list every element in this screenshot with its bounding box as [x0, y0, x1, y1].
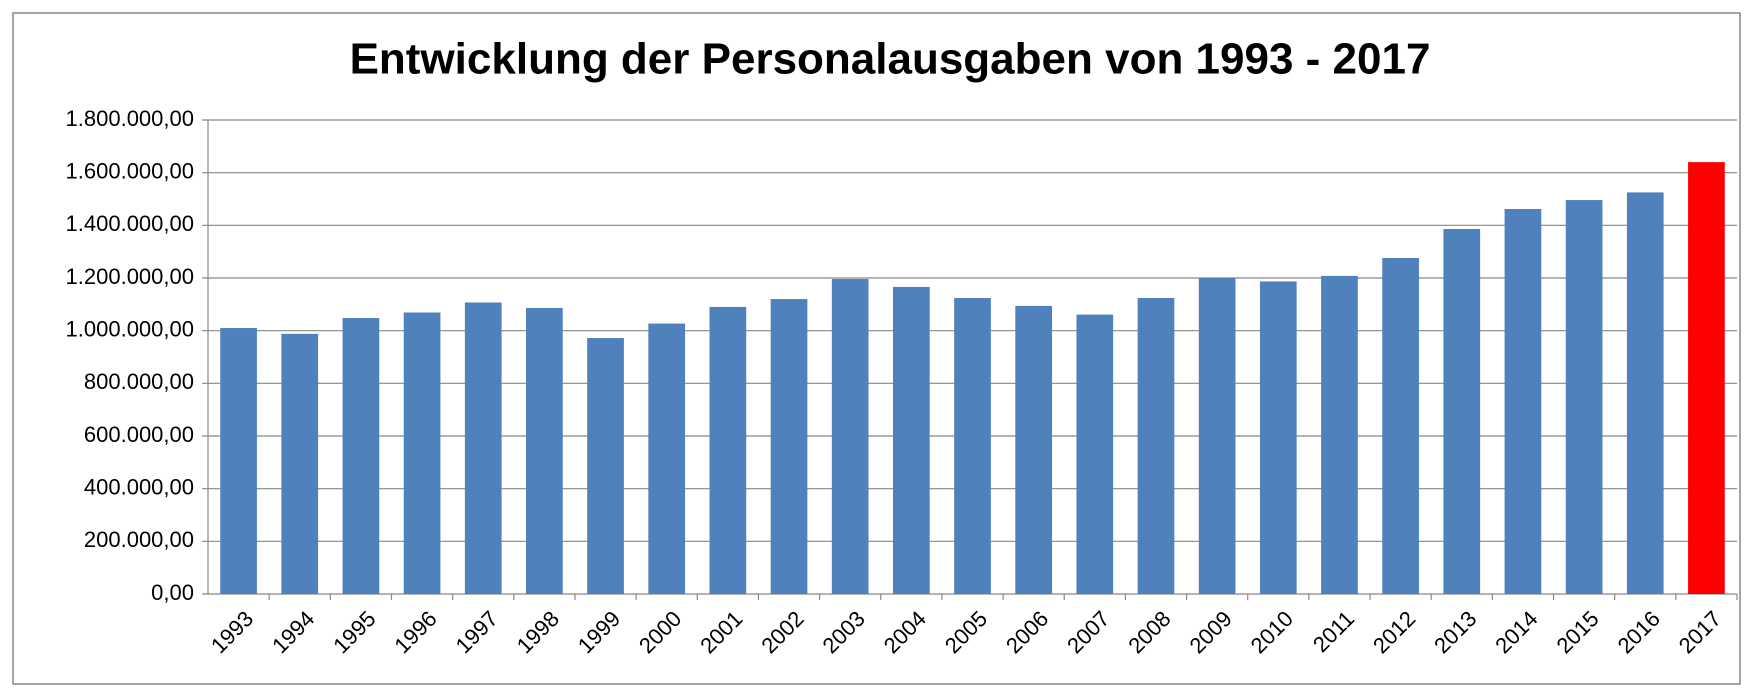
y-tick-label: 600.000,00 [84, 422, 194, 447]
bar [1382, 257, 1419, 594]
bar [342, 318, 380, 594]
bar [648, 323, 686, 594]
bar [403, 312, 441, 594]
y-tick-label: 1.400.000,00 [66, 211, 194, 236]
bar [1443, 229, 1481, 594]
y-tick-label: 1.200.000,00 [66, 264, 194, 289]
y-tick-label: 200.000,00 [84, 527, 194, 552]
bar [1076, 314, 1114, 594]
bar [587, 338, 624, 594]
chart-title: Entwicklung der Personalausgaben von 199… [350, 35, 1431, 84]
bar [1626, 192, 1664, 594]
bar [831, 279, 869, 594]
bar [281, 333, 319, 594]
bar [1321, 275, 1358, 594]
bar [1259, 281, 1297, 594]
bar [954, 298, 991, 594]
bar [526, 308, 563, 594]
y-tick-label: 400.000,00 [84, 474, 194, 499]
bar [1565, 200, 1603, 594]
bar [1137, 298, 1175, 594]
bar [770, 299, 808, 594]
chart-frame [12, 12, 1741, 685]
bar [220, 328, 257, 594]
bar [709, 306, 747, 594]
bar [1198, 278, 1236, 594]
bar [1504, 209, 1542, 595]
y-tick-label: 1.600.000,00 [66, 158, 194, 183]
bar [1015, 305, 1053, 594]
bar [892, 286, 930, 594]
y-tick-label: 1.800.000,00 [66, 106, 194, 131]
y-tick-label: 1.000.000,00 [66, 316, 194, 341]
y-tick-label: 0,00 [151, 580, 194, 605]
bar [1688, 162, 1725, 594]
y-tick-label: 800.000,00 [84, 369, 194, 394]
bar [464, 302, 502, 594]
